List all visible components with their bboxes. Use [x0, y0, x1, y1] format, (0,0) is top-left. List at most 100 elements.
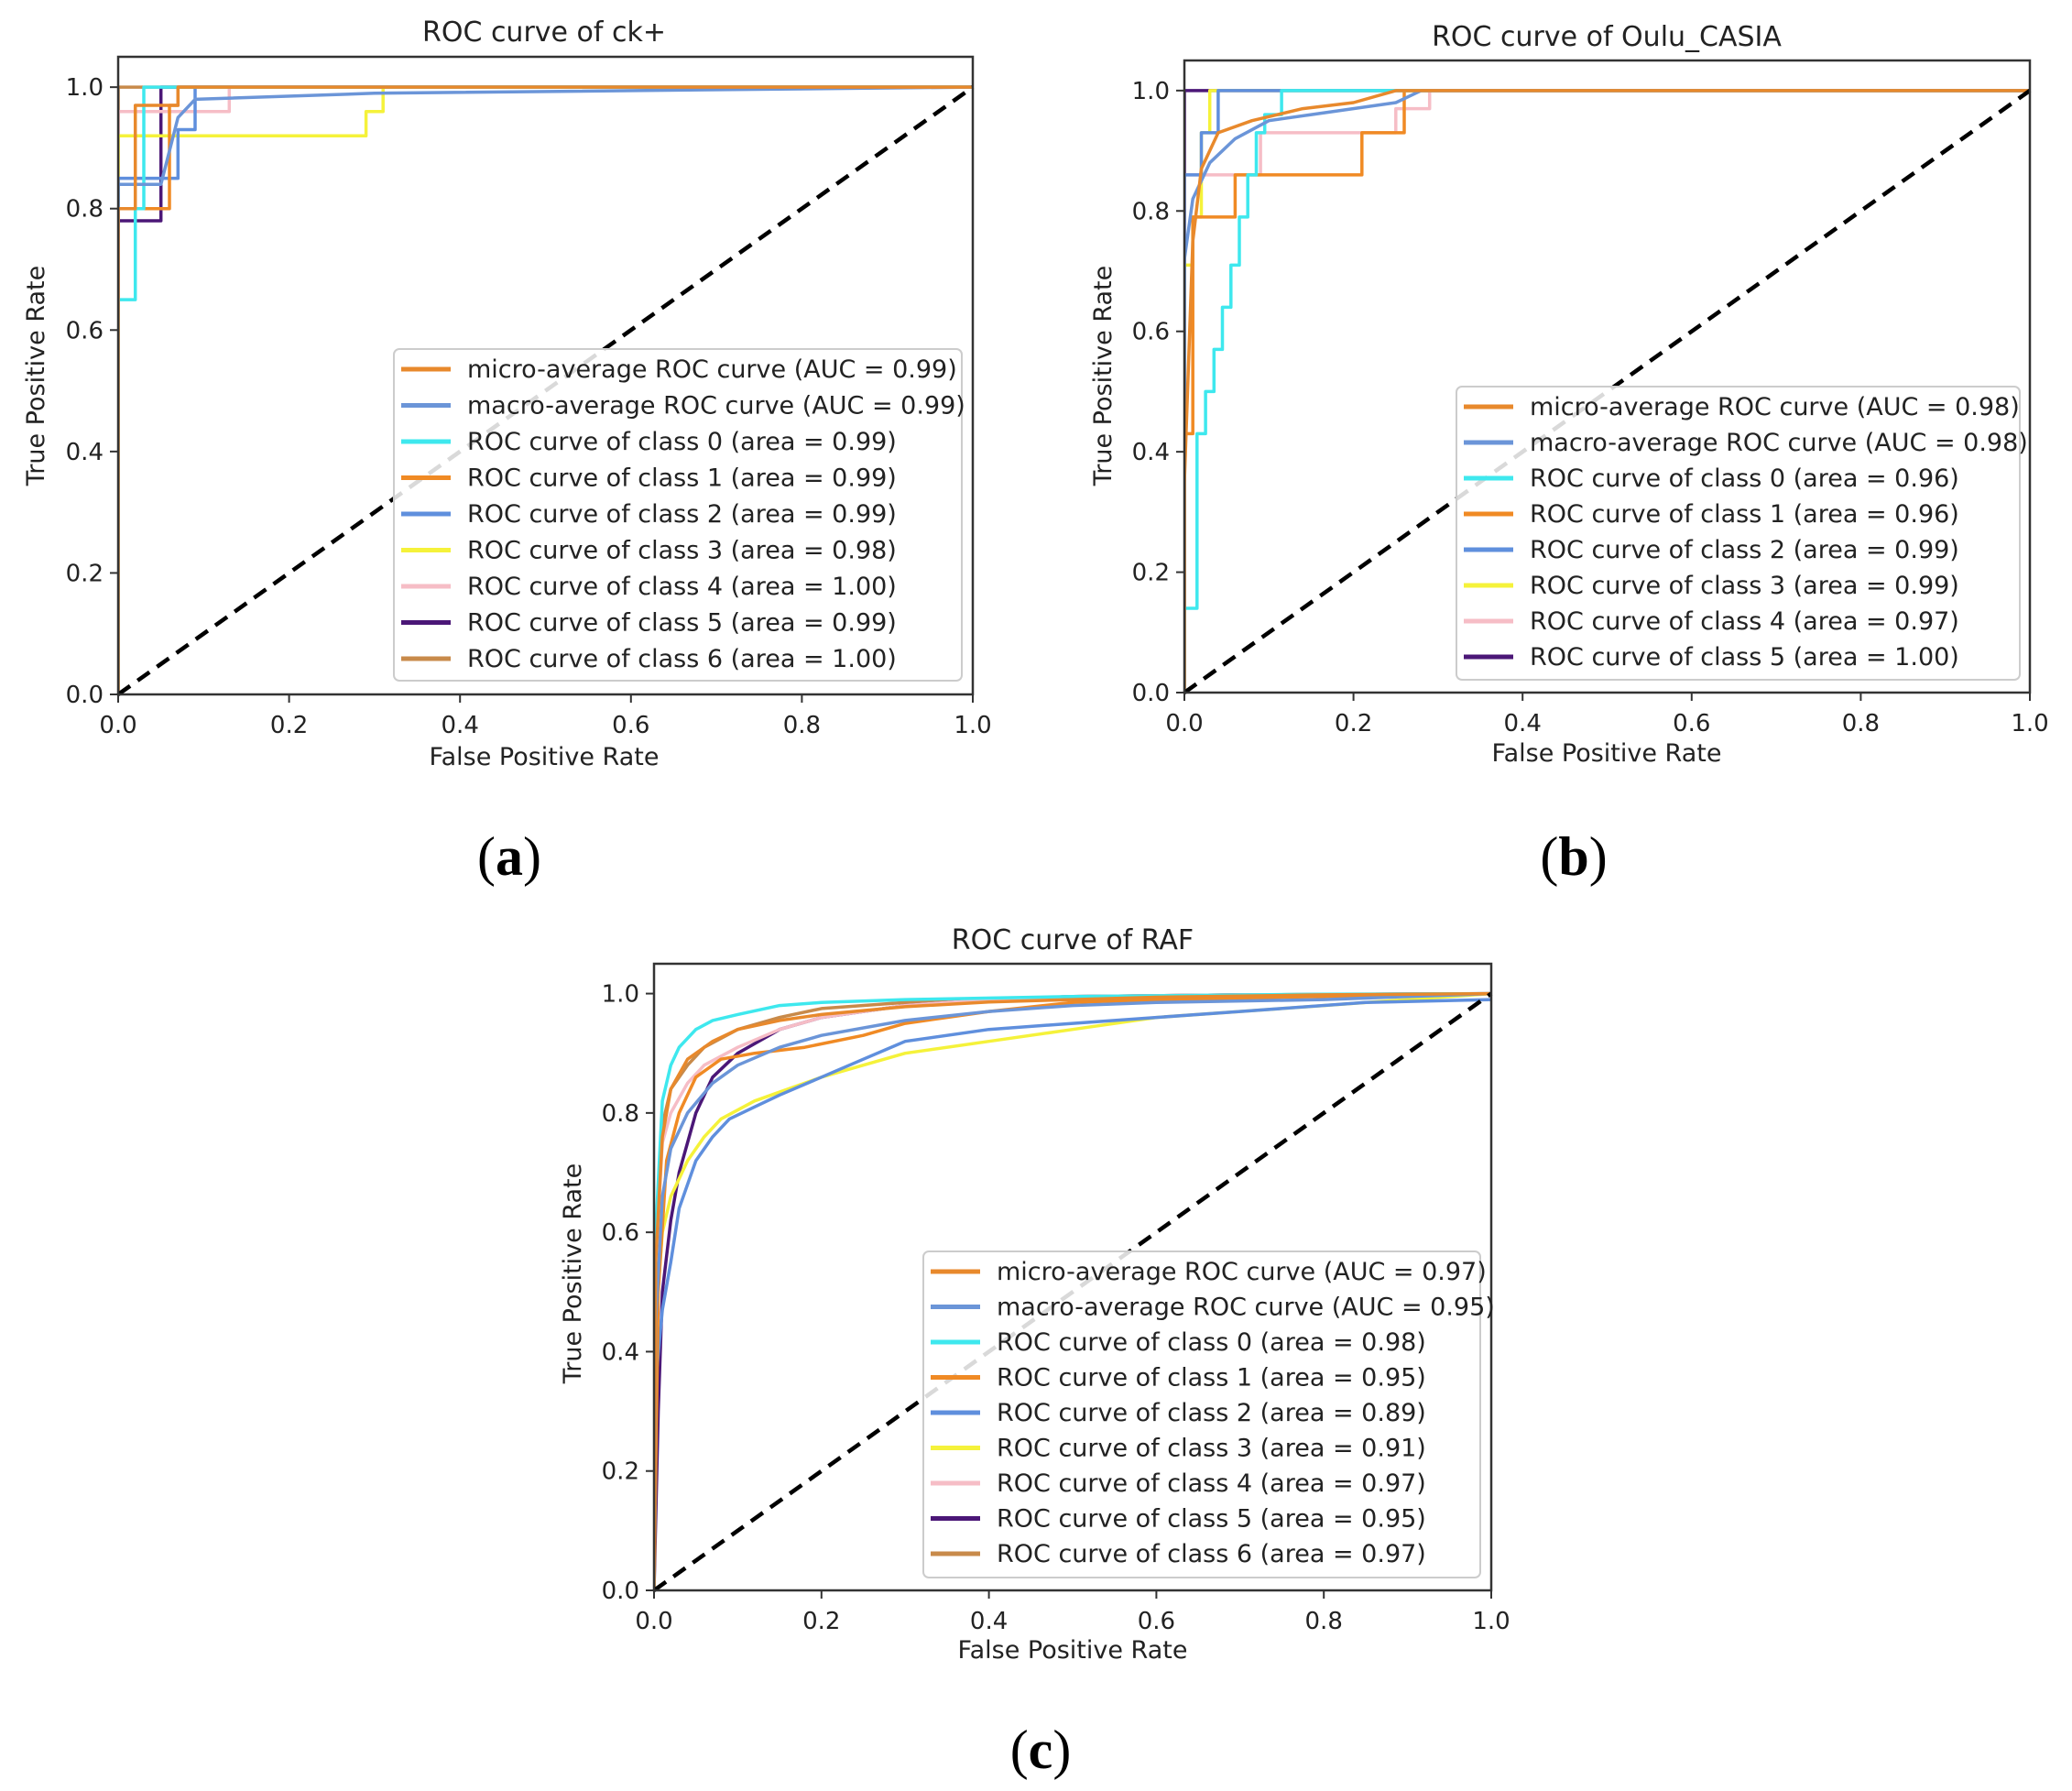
x-tick-label: 1.0	[2011, 710, 2048, 737]
chart-title: ROC curve of RAF	[952, 924, 1194, 956]
y-tick-label: 0.4	[602, 1338, 639, 1366]
panel-label: (b)	[1540, 826, 1607, 887]
y-tick-label: 0.4	[1132, 439, 1170, 466]
x-tick-label: 0.6	[612, 712, 649, 739]
curves	[118, 85, 974, 694]
curves	[654, 991, 1492, 1590]
x-tick-label: 0.4	[1504, 710, 1542, 737]
roc-series-3	[1184, 89, 2030, 693]
legend-label: micro-average ROC curve (AUC = 0.97)	[997, 1258, 1487, 1286]
chart-panel-c: 0.0 0.2 0.4 0.6 0.8 1.0 0.0 0.2 0.4 0.6 0.8 1.0 ROC …	[559, 924, 1510, 1780]
legend-label: ROC curve of class 3 (area = 0.99)	[1530, 572, 1959, 600]
legend: micro-average ROC curve (AUC = 0.99) macr…	[393, 348, 965, 682]
legend-label: ROC curve of class 0 (area = 0.96)	[1530, 464, 1959, 493]
legend-label: ROC curve of class 2 (area = 0.99)	[1530, 536, 1959, 564]
x-axis-label: False Positive Rate	[958, 1636, 1188, 1665]
legend-label: ROC curve of class 5 (area = 0.95)	[997, 1505, 1426, 1534]
x-tick-label: 0.8	[1842, 710, 1880, 737]
roc-series-0	[654, 991, 1492, 1590]
y-axis-label: True Positive Rate	[22, 266, 50, 487]
roc-series-3	[654, 991, 1492, 1590]
legend-label: ROC curve of class 0 (area = 0.99)	[467, 428, 897, 456]
legend-label: ROC curve of class 2 (area = 0.99)	[467, 500, 897, 529]
y-tick-label: 0.0	[66, 682, 104, 709]
x-axis-label: False Positive Rate	[430, 743, 660, 771]
chart-title: ROC curve of ck+	[422, 16, 666, 49]
x-tick-label: 0.8	[1305, 1608, 1343, 1635]
x-tick-label: 0.4	[442, 712, 479, 739]
x-tick-label: 0.6	[1138, 1608, 1175, 1635]
x-tick-label: 0.0	[1165, 710, 1203, 737]
legend-label: macro-average ROC curve (AUC = 0.95)	[997, 1294, 1495, 1322]
legend-label: ROC curve of class 3 (area = 0.98)	[467, 537, 897, 565]
y-tick-label: 0.2	[602, 1458, 639, 1486]
y-tick-label: 0.4	[66, 439, 104, 466]
roc-series-1	[1184, 89, 2030, 693]
roc-series-4	[1184, 89, 2030, 693]
y-tick-label: 1.0	[66, 74, 104, 102]
legend-label: ROC curve of class 0 (area = 0.98)	[997, 1328, 1426, 1357]
chart-title: ROC curve of Oulu_CASIA	[1432, 21, 1782, 53]
x-tick-label: 1.0	[1472, 1608, 1510, 1635]
legend-label: ROC curve of class 1 (area = 0.95)	[997, 1364, 1426, 1392]
roc-series-2	[1184, 89, 2030, 693]
legend-label: micro-average ROC curve (AUC = 0.98)	[1530, 393, 2020, 421]
x-tick-label: 0.0	[99, 712, 136, 739]
x-tick-label: 0.2	[1335, 710, 1372, 737]
roc-series-0	[118, 85, 973, 694]
legend-label: ROC curve of class 5 (area = 1.00)	[1530, 643, 1959, 672]
legend-box	[1456, 386, 2021, 681]
legend: micro-average ROC curve (AUC = 0.97) macr…	[922, 1250, 1495, 1578]
x-tick-label: 0.2	[802, 1608, 840, 1635]
legend: micro-average ROC curve (AUC = 0.98) macr…	[1456, 386, 2028, 681]
y-tick-label: 0.8	[1132, 198, 1170, 225]
roc-series-1	[654, 991, 1492, 1590]
y-tick-label: 0.6	[66, 317, 104, 344]
y-tick-label: 0.2	[1132, 560, 1170, 587]
y-tick-label: 0.6	[1132, 319, 1170, 346]
plot-frame	[116, 55, 975, 696]
y-tick-label: 0.2	[66, 560, 104, 587]
y-axis-label: True Positive Rate	[559, 1163, 587, 1385]
legend-label: ROC curve of class 4 (area = 0.97)	[1530, 607, 1959, 636]
x-tick-label: 1.0	[954, 712, 991, 739]
x-axis-label: False Positive Rate	[1492, 739, 1722, 768]
legend-label: micro-average ROC curve (AUC = 0.99)	[467, 355, 957, 384]
roc-series-4	[654, 998, 1492, 1590]
x-tick-label: 0.4	[970, 1608, 1008, 1635]
legend-box	[922, 1250, 1481, 1578]
legend-label: ROC curve of class 5 (area = 0.99)	[467, 609, 897, 638]
legend-label: macro-average ROC curve (AUC = 0.98)	[1530, 429, 2028, 457]
y-tick-label: 0.8	[602, 1100, 639, 1128]
legend-label: ROC curve of class 2 (area = 0.89)	[997, 1399, 1426, 1427]
chart-panel-a: 0.0 0.2 0.4 0.6 0.8 1.0 0.0 0.2 0.4 0.6 0.8 1.0 ROC …	[22, 16, 992, 887]
y-tick-label: 0.0	[602, 1578, 639, 1605]
y-axis-label: True Positive Rate	[1089, 266, 1118, 487]
legend-box	[393, 348, 963, 682]
chart-panel-b: 0.0 0.2 0.4 0.6 0.8 1.0 0.0 0.2 0.4 0.6 0.8 1.0 ROC …	[1089, 21, 2049, 887]
roc-series-0	[1184, 89, 2030, 693]
y-tick-label: 0.6	[602, 1219, 639, 1247]
legend-label: ROC curve of class 1 (area = 0.99)	[467, 464, 897, 493]
panel-label: (c)	[1010, 1720, 1072, 1780]
plot-frame	[1183, 59, 2032, 694]
legend-label: ROC curve of class 6 (area = 0.97)	[997, 1540, 1426, 1568]
panel-label: (a)	[477, 826, 541, 887]
chance-diagonal	[1183, 89, 2032, 694]
legend-label: ROC curve of class 4 (area = 0.97)	[997, 1469, 1426, 1498]
legend-label: macro-average ROC curve (AUC = 0.99)	[467, 392, 965, 420]
legend-label: ROC curve of class 6 (area = 1.00)	[467, 645, 897, 673]
plot-frame	[652, 962, 1493, 1592]
curves	[1184, 89, 2030, 693]
y-tick-label: 1.0	[1132, 78, 1170, 105]
legend-label: ROC curve of class 3 (area = 0.91)	[997, 1435, 1426, 1463]
y-tick-label: 1.0	[602, 981, 639, 1009]
roc-series-1	[118, 85, 974, 694]
y-tick-label: 0.0	[1132, 680, 1170, 707]
roc-series-2	[654, 991, 1492, 1590]
y-tick-label: 0.8	[66, 196, 104, 224]
x-tick-label: 0.8	[783, 712, 821, 739]
legend-label: ROC curve of class 1 (area = 0.96)	[1530, 500, 1959, 529]
legend-label: ROC curve of class 4 (area = 1.00)	[467, 573, 897, 601]
